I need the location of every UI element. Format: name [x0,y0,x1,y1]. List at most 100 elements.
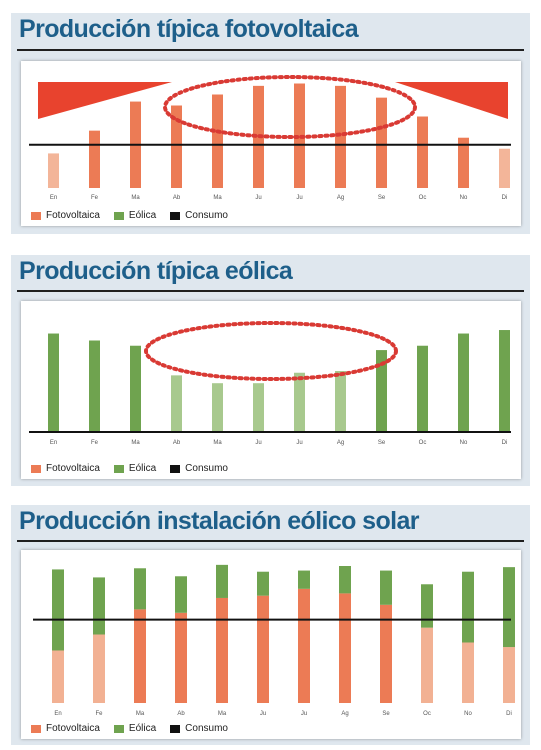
bar-wind-segment [298,570,310,589]
x-tick-label: Se [378,195,386,201]
x-tick-label: Ma [213,195,222,201]
x-tick-label: Ju [255,440,261,446]
legend-item-consumption: Consumo [170,723,228,734]
chart-card: En Fe Ma Ab Ma Ju Ju Ag Se Oc No Di Fotovoltaica Eó… [21,550,521,739]
x-tick-label: Ma [218,711,227,717]
x-tick-label: Ag [337,440,344,446]
x-tick-label: Ab [173,440,181,446]
bar-segment-above-consumption [458,137,469,145]
legend-label-wind: Eólica [128,723,157,734]
bar-segment-below-consumption [294,144,305,188]
legend-label-solar: Fotovoltaica [46,723,100,734]
bar [212,383,223,432]
legend-label-wind: Eólica [128,463,157,474]
bar-segment-below-consumption [130,144,141,188]
bar [48,333,59,432]
bar [417,345,428,432]
combined-chart: En Fe Ma Ab Ma Ju Ju Ag Se Oc No Di [33,564,515,717]
x-tick-label: Ag [341,711,348,717]
bar [89,340,100,432]
panel-title: Producción típica fotovoltaica [19,15,359,43]
legend-item-consumption: Consumo [170,210,228,221]
legend-swatch-wind [113,464,124,473]
panel-title: Producción instalación eólico solar [19,507,420,535]
x-tick-label: Ag [337,195,344,201]
solar-chart: En Fe Ma Ab Ma Ju Ju Ag Se Oc No Di [29,75,511,201]
sun-triangle-left [38,82,172,119]
x-tick-label: Oc [419,440,427,446]
legend-item-wind: Eólica [113,210,157,221]
bar [253,383,264,432]
x-tick-label: Ab [177,711,185,717]
x-tick-label: Se [382,711,390,717]
bar-solar-segment [380,604,392,703]
x-tick-label: En [50,195,57,201]
bar [499,330,510,432]
bar [171,375,182,432]
wind-chart: En Fe Ma Ab Ma Ju Ju Ag Se Oc No Di [29,321,511,446]
bar-segment-above-consumption [294,83,305,145]
x-tick-label: En [50,440,57,446]
bar-segment-above-consumption [130,101,141,145]
bar-wind-segment [380,570,392,605]
x-tick-label: No [460,195,468,201]
sun-triangle-right [395,82,508,119]
x-tick-label: Ma [213,440,222,446]
legend-swatch-solar [31,211,41,220]
x-tick-label: Ma [131,440,140,446]
legend-swatch-consumption [170,724,181,733]
bar-segment-above-consumption [89,130,100,145]
legend-label-wind: Eólica [128,210,157,221]
x-tick-label: Di [506,711,512,717]
bar-solar-segment [503,647,515,703]
bar [294,372,305,432]
x-tick-label: En [54,711,61,717]
x-tick-label: Ma [131,195,140,201]
legend-item-wind: Eólica [113,723,157,734]
highlight-ellipse [144,321,398,381]
bar-wind-segment [503,567,515,648]
legend-swatch-solar [31,724,41,733]
combined-panel: Producción instalación eólico solar En Fe… [11,505,530,745]
bar-segment-below-consumption [458,144,469,188]
bar-solar-segment [134,609,146,703]
bar-segment-above-consumption [417,116,428,145]
bar-segment-below-consumption [171,144,182,188]
x-tick-label: Ju [301,711,307,717]
bar-segment-above-consumption [212,94,223,145]
legend-item-solar: Fotovoltaica [31,463,100,474]
legend-label-solar: Fotovoltaica [46,210,100,221]
legend-label-consumption: Consumo [185,463,228,474]
bar-solar-segment [462,642,474,703]
x-tick-label: Di [502,195,508,201]
legend-swatch-consumption [170,211,181,220]
legend-swatch-consumption [170,464,181,473]
x-tick-label: Fe [91,195,99,201]
bar-solar-segment [52,650,64,703]
highlight-ellipse [163,75,417,139]
bar-wind-segment [339,566,351,594]
bar-segment-below-consumption [335,144,346,188]
bar-wind-segment [175,576,187,613]
bar-wind-segment [216,564,228,598]
legend-label-solar: Fotovoltaica [46,463,100,474]
bar-segment-above-consumption [171,105,182,145]
bar-solar-segment [93,634,105,703]
panel-title: Producción típica eólica [19,257,293,285]
bar-solar-segment [257,595,269,703]
legend-label-consumption: Consumo [185,723,228,734]
legend-label-consumption: Consumo [185,210,228,221]
legend-item-consumption: Consumo [170,463,228,474]
bar-solar-segment [216,597,228,703]
x-tick-label: No [460,440,468,446]
legend: Fotovoltaica Eólica Consumo [31,463,242,474]
bar-segment-above-consumption [253,85,264,145]
bar-wind-segment [257,571,269,596]
bar-solar-segment [421,627,433,703]
bar-wind-segment [462,571,474,643]
bar-solar-segment [175,612,187,703]
x-tick-label: Oc [423,711,431,717]
title-divider [17,290,524,292]
solar-panel: Producción típica fotovoltaica En Fe Ma Ab M… [11,13,530,234]
bar-segment-below-consumption [417,144,428,188]
